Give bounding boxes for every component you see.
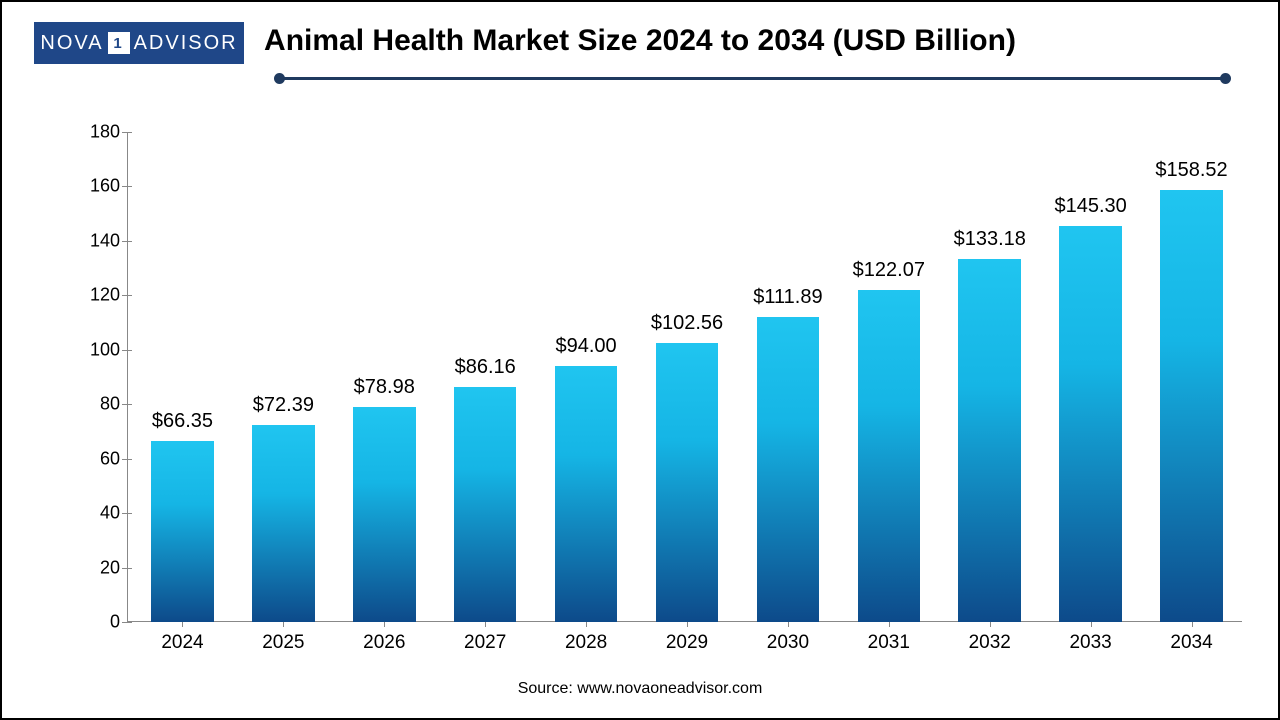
bar [1160,190,1223,622]
bar-value-label: $102.56 [651,312,723,335]
y-tick [122,350,132,351]
y-tick-label: 120 [80,285,120,306]
source-text: Source: www.novaoneadvisor.com [2,680,1278,698]
bar [656,343,719,622]
x-tick [1091,622,1092,627]
x-tick-label: 2034 [1170,632,1212,654]
title-underline [279,77,1226,80]
y-tick-label: 60 [80,448,120,469]
x-tick-label: 2025 [262,632,304,654]
y-tick [122,513,132,514]
x-tick [889,622,890,627]
bar-value-label: $133.18 [954,228,1026,251]
x-tick-label: 2028 [565,632,607,654]
y-tick [122,622,132,623]
x-tick [182,622,183,627]
y-tick [122,459,132,460]
bar [958,259,1021,622]
x-tick-label: 2033 [1069,632,1111,654]
x-tick [788,622,789,627]
x-tick [384,622,385,627]
y-tick-label: 100 [80,339,120,360]
x-tick [1192,622,1193,627]
x-tick-label: 2024 [161,632,203,654]
bar [252,425,315,622]
bar-value-label: $122.07 [853,259,925,282]
y-tick [122,568,132,569]
x-tick-label: 2032 [969,632,1011,654]
chart-area: $66.352024$72.392025$78.982026$86.162027… [87,132,1242,622]
x-tick [990,622,991,627]
x-tick-label: 2027 [464,632,506,654]
bar [858,290,921,622]
bar-value-label: $158.52 [1155,159,1227,182]
y-tick [122,132,132,133]
y-tick-label: 160 [80,176,120,197]
y-tick-label: 80 [80,394,120,415]
bar [757,317,820,622]
y-tick-label: 0 [80,612,120,633]
x-tick [485,622,486,627]
bar-value-label: $86.16 [455,356,516,379]
x-tick-label: 2026 [363,632,405,654]
bar-value-label: $94.00 [555,335,616,358]
chart-title: Animal Health Market Size 2024 to 2034 (… [2,24,1278,58]
bar-value-label: $72.39 [253,394,314,417]
x-tick [687,622,688,627]
bar [454,387,517,622]
y-axis [127,132,128,622]
y-tick-label: 40 [80,503,120,524]
bar [353,407,416,622]
x-tick [586,622,587,627]
bar-value-label: $66.35 [152,410,213,433]
x-tick-label: 2031 [868,632,910,654]
x-tick-label: 2029 [666,632,708,654]
bar [555,366,618,622]
bar [151,441,214,622]
bar-value-label: $78.98 [354,376,415,399]
bar-value-label: $111.89 [753,286,822,309]
bar-value-label: $145.30 [1054,195,1126,218]
y-tick [122,241,132,242]
y-tick-label: 20 [80,557,120,578]
x-tick-label: 2030 [767,632,809,654]
x-tick [283,622,284,627]
y-tick-label: 140 [80,230,120,251]
bar [1059,226,1122,622]
y-tick-label: 180 [80,122,120,143]
y-tick [122,186,132,187]
y-tick [122,404,132,405]
plot-area: $66.352024$72.392025$78.982026$86.162027… [132,132,1242,622]
chart-frame: NOVA 1 ADVISOR Animal Health Market Size… [0,0,1280,720]
y-tick [122,295,132,296]
